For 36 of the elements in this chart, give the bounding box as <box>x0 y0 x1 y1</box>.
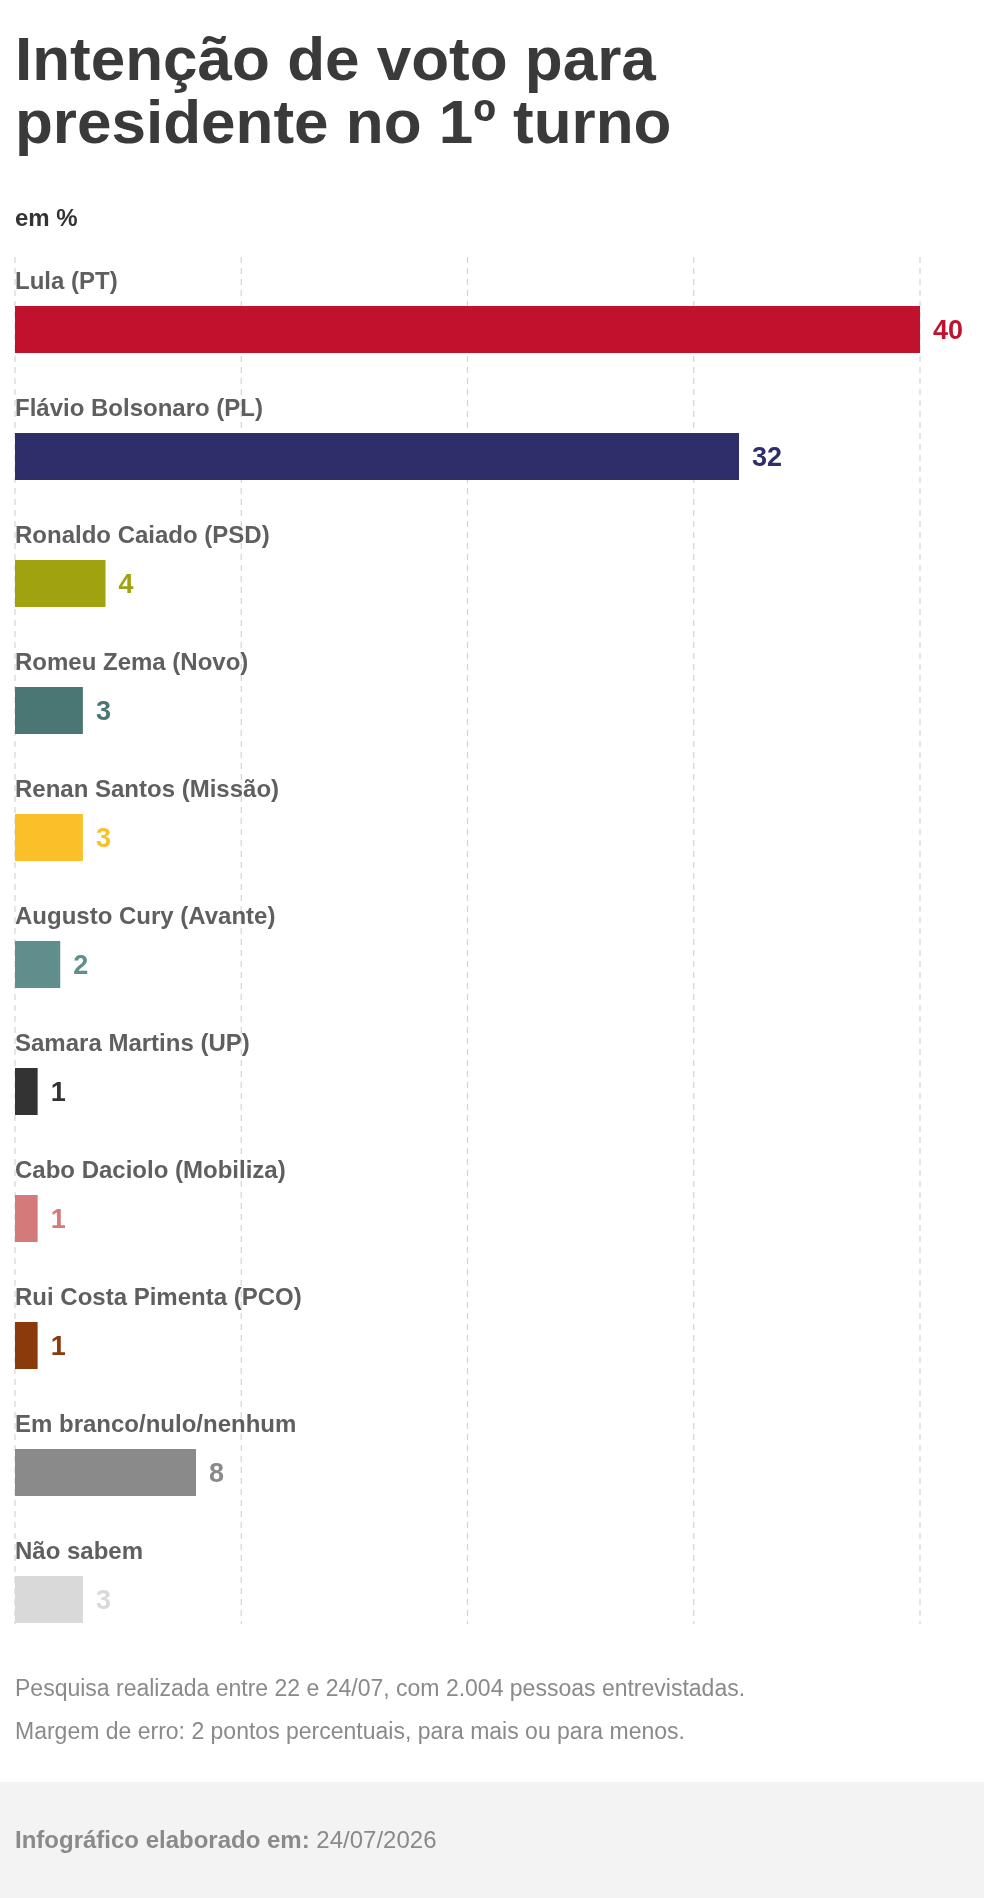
bar <box>15 1068 38 1115</box>
bar <box>15 306 920 353</box>
data-label: 3 <box>95 822 111 853</box>
bar <box>15 560 106 607</box>
data-label: 2 <box>73 949 89 980</box>
data-label: 32 <box>752 441 783 472</box>
data-label: 1 <box>50 1203 66 1234</box>
bar <box>15 1322 38 1369</box>
y-tick-label: Augusto Cury (Avante) <box>15 902 276 929</box>
y-tick-label: Rui Costa Pimenta (PCO) <box>15 1283 302 1310</box>
y-tick-label: Não sabem <box>15 1537 144 1564</box>
y-tick-label: Ronaldo Caiado (PSD) <box>15 521 270 548</box>
bar <box>15 687 83 734</box>
bar <box>15 1195 38 1242</box>
y-tick-label: Renan Santos (Missão) <box>15 775 280 802</box>
bar <box>15 1449 196 1496</box>
bar <box>15 433 739 480</box>
y-tick-label: Cabo Daciolo (Mobiliza) <box>15 1156 286 1183</box>
y-tick-label: Lula (PT) <box>15 267 118 294</box>
y-tick-label: Romeu Zema (Novo) <box>15 648 249 675</box>
chart-title: Intenção de voto para presidente no 1º turno <box>15 24 672 156</box>
data-label: 4 <box>118 568 134 599</box>
y-tick-label: Samara Martins (UP) <box>15 1029 250 1056</box>
data-label: 8 <box>209 1457 225 1488</box>
text: Infográfico elaborado em: 24/07/2026 <box>15 1826 437 1853</box>
text: Pesquisa realizada entre 22 e 24/07, com 2.004 pessoas entrevistadas. <box>15 1675 746 1701</box>
bar <box>15 814 83 861</box>
data-label: 40 <box>933 314 964 345</box>
data-label: 3 <box>95 695 111 726</box>
chart-subtitle: em % <box>15 204 78 231</box>
data-label: 1 <box>50 1076 66 1107</box>
y-tick-label: Em branco/nulo/nenhum <box>15 1410 297 1437</box>
bar <box>15 941 61 988</box>
data-label: 1 <box>50 1330 66 1361</box>
y-tick-label: Flávio Bolsonaro (PL) <box>15 394 264 421</box>
text: Margem de erro: 2 pontos percentuais, para mais ou para menos. <box>15 1718 685 1744</box>
